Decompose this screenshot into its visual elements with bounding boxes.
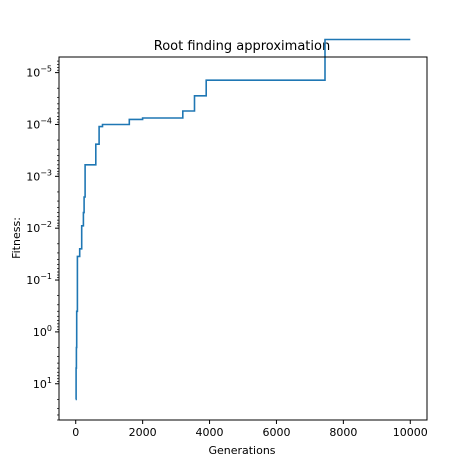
y-tick-label: 100 — [33, 324, 52, 339]
axis-ticks: 0 2000 4000 6000 8000 10000 101 100 10−1 10−2 10−3… — [26, 60, 428, 439]
y-tick-label: 101 — [33, 376, 52, 391]
series-line — [75, 38, 411, 401]
y-axis-label: Fitness: — [10, 217, 23, 259]
y-tick-label: 10−3 — [26, 168, 52, 183]
x-axis-label: Generations — [208, 444, 275, 457]
plot-area — [75, 38, 411, 401]
x-tick-label: 0 — [72, 426, 79, 439]
x-tick-label: 2000 — [129, 426, 157, 439]
plot-frame — [58, 56, 428, 421]
y-tick-label: 10−4 — [26, 116, 52, 131]
x-tick-label: 6000 — [262, 426, 290, 439]
y-tick-label: 10−1 — [26, 272, 52, 287]
y-tick-label: 10−2 — [26, 220, 52, 235]
x-tick-label: 8000 — [329, 426, 357, 439]
y-tick-label: 10−5 — [26, 65, 52, 80]
x-tick-label: 10000 — [393, 426, 428, 439]
x-tick-label: 4000 — [196, 426, 224, 439]
chart-title: Root finding approximation — [154, 39, 330, 54]
